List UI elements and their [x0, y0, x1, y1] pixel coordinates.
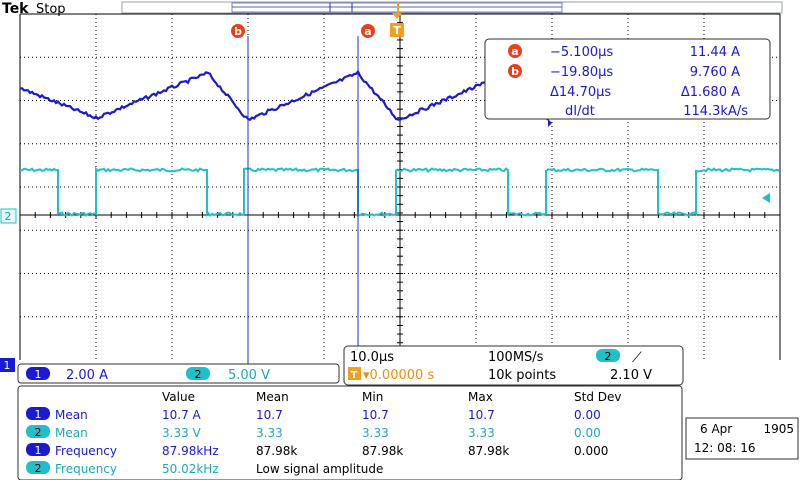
column-header-mean: Mean — [256, 390, 289, 404]
ch1-waveform — [20, 69, 549, 122]
datetime-panel: 6 Apr 1905 12: 08: 16 — [685, 417, 799, 460]
delta-time: Δ14.70µs — [550, 85, 611, 100]
svg-text:0.00: 0.00 — [574, 426, 601, 440]
brand-label: Tek — [2, 1, 29, 17]
svg-text:10.7: 10.7 — [256, 408, 283, 422]
ch1-offscreen-marker — [548, 119, 552, 127]
svg-text:T: T — [351, 370, 358, 381]
svg-text:2: 2 — [5, 210, 12, 223]
column-header-min: Min — [362, 390, 383, 404]
acquisition-status: Stop — [36, 2, 66, 17]
svg-text:1: 1 — [35, 408, 42, 421]
trigger-slope: ⟋ — [632, 350, 642, 366]
svg-text:50.02kHz: 50.02kHz — [162, 462, 219, 476]
trigger-channel-badge — [596, 349, 620, 362]
trigger-level: 2.10 V — [610, 368, 652, 383]
cursor-b-time: −19.80µs — [550, 65, 613, 80]
svg-text:2: 2 — [605, 350, 612, 363]
cursor-b-value: 9.760 A — [690, 65, 740, 80]
svg-text:3.33: 3.33 — [362, 426, 389, 440]
trigger-delay-badge — [348, 367, 361, 380]
svg-text:10.7 A: 10.7 A — [162, 408, 202, 422]
ch1-scale: 2.00 A — [66, 368, 108, 383]
cursor-a-marker[interactable]: a — [361, 24, 375, 38]
timebase-panel[interactable]: 10.0µs 100MS/s T ▾0.00000 s 10k points 2… — [343, 345, 684, 386]
svg-text:Mean: Mean — [55, 408, 88, 422]
svg-text:87.98kHz: 87.98kHz — [162, 444, 219, 458]
channel-scale-panel[interactable]: 1 2.00 A 2 5.00 V — [17, 363, 340, 384]
cursor-b-badge — [508, 64, 522, 78]
rate-value: 114.3kA/s — [683, 104, 748, 119]
svg-text:3.33 V: 3.33 V — [162, 426, 202, 440]
svg-text:87.98k: 87.98k — [256, 444, 297, 458]
trigger-position-marker[interactable]: T — [390, 13, 404, 37]
svg-text:2: 2 — [195, 368, 202, 381]
cursor-a-time: −5.100µs — [550, 45, 613, 60]
svg-text:a: a — [364, 25, 371, 38]
cursor-readout-panel: a −5.100µs 11.44 A b −19.80µs 9.760 A Δ1… — [484, 38, 771, 120]
svg-text:2: 2 — [35, 462, 42, 475]
ch2-scale: 5.00 V — [228, 368, 270, 383]
ch2-badge — [186, 367, 210, 380]
svg-text:a: a — [511, 45, 518, 58]
year: 1905 — [763, 422, 794, 436]
svg-text:0.00: 0.00 — [574, 408, 601, 422]
svg-text:Frequency: Frequency — [55, 444, 117, 458]
record-position-indicator[interactable] — [121, 1, 783, 14]
table-row: 2 Mean 3.33 V 3.33 3.33 3.33 0.00 — [26, 425, 601, 440]
ch1-badge — [26, 367, 50, 380]
measurement-table: Value Mean Min Max Std Dev 1 Mean 10.7 A… — [17, 385, 683, 480]
svg-text:3.33: 3.33 — [468, 426, 495, 440]
cursor-a-value: 11.44 A — [690, 45, 740, 60]
svg-text:Low signal amplitude: Low signal amplitude — [256, 462, 383, 476]
svg-text:1: 1 — [35, 444, 42, 457]
svg-text:3.33: 3.33 — [256, 426, 283, 440]
horizontal-scale: 10.0µs — [350, 350, 394, 365]
trigger-level-arrow[interactable] — [762, 193, 770, 203]
table-row: 1 Frequency 87.98kHz 87.98k 87.98k 87.98… — [26, 443, 608, 458]
table-row: 1 Mean 10.7 A 10.7 10.7 10.7 0.00 — [26, 407, 601, 422]
svg-text:T: T — [393, 24, 401, 37]
svg-text:Mean: Mean — [55, 426, 88, 440]
ch2-waveform — [20, 166, 780, 217]
cursor-a-badge — [508, 44, 522, 58]
ch2-ground-marker[interactable]: 2 — [0, 208, 17, 224]
svg-text:87.98k: 87.98k — [362, 444, 403, 458]
svg-text:Frequency: Frequency — [55, 462, 117, 476]
ch1-ground-marker[interactable]: 1 — [0, 358, 15, 372]
svg-text:b: b — [511, 65, 519, 78]
svg-text:2: 2 — [35, 426, 42, 439]
svg-text:1: 1 — [4, 359, 11, 372]
svg-text:0.000: 0.000 — [574, 444, 608, 458]
time: 12: 08: 16 — [694, 441, 756, 455]
svg-text:87.98k: 87.98k — [468, 444, 509, 458]
cursor-b-marker[interactable]: b — [231, 24, 245, 38]
delta-value: Δ1.680 A — [681, 85, 740, 100]
sample-rate: 100MS/s — [488, 350, 544, 365]
record-length: 10k points — [488, 368, 556, 383]
column-header-std-dev: Std Dev — [574, 390, 621, 404]
rate-label: dI/dt — [565, 104, 595, 119]
svg-text:10.7: 10.7 — [362, 408, 389, 422]
column-header-value: Value — [162, 390, 195, 404]
trigger-delay: ▾0.00000 s — [363, 368, 434, 383]
date: 6 Apr — [700, 422, 732, 436]
svg-text:1: 1 — [35, 368, 42, 381]
table-row: 2 Frequency 50.02kHz Low signal amplitud… — [26, 461, 383, 476]
column-header-max: Max — [468, 390, 493, 404]
svg-text:10.7: 10.7 — [468, 408, 495, 422]
svg-text:b: b — [234, 25, 242, 38]
